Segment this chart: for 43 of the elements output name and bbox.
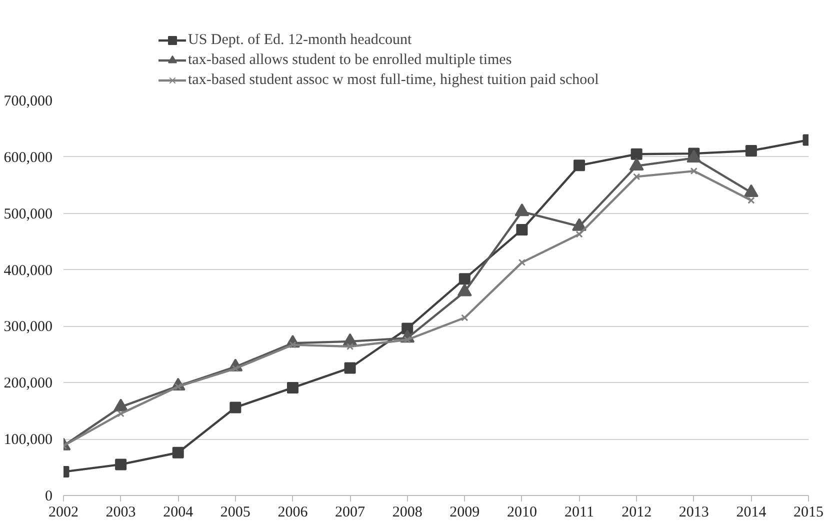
y-tick-label: 400,000: [4, 262, 52, 279]
x-tick-label: 2010: [506, 504, 537, 520]
point: [576, 230, 583, 238]
point: [748, 196, 755, 204]
point: [633, 173, 640, 180]
x-tick-label: 2015: [794, 504, 824, 520]
y-tick-label: 500,000: [4, 206, 52, 222]
point: [344, 362, 356, 374]
legend-label: US Dept. of Ed. 12-month headcount: [188, 32, 412, 48]
point: [115, 458, 127, 470]
x-tick-label: 2005: [220, 504, 250, 520]
point: [690, 167, 698, 175]
point: [346, 342, 354, 350]
y-tick-label: 100,000: [4, 432, 52, 448]
x-tick-label: 2011: [564, 504, 594, 520]
point: [516, 224, 528, 236]
point: [286, 382, 298, 394]
point: [518, 258, 526, 266]
legend-label: tax-based allows student to be enrolled multiple times: [188, 52, 512, 68]
x-tick-label: 2007: [335, 504, 366, 520]
point: [574, 160, 586, 172]
x-tick-label: 2002: [48, 504, 78, 520]
point: [630, 148, 642, 160]
point: [230, 402, 242, 414]
point: [745, 144, 757, 156]
y-tick-label: 0: [45, 488, 52, 504]
x-tick-label: 2012: [622, 504, 652, 520]
x-tick-label: 2006: [278, 504, 308, 520]
point: [458, 273, 470, 285]
y-tick-label: 700,000: [4, 94, 52, 110]
point: [117, 410, 124, 418]
legend-label: tax-based student assoc w most full-time, highest tuition paid school: [188, 72, 599, 88]
y-tick-label: 200,000: [4, 376, 52, 392]
x-tick-label: 2014: [736, 504, 767, 520]
y-tick-label: 300,000: [4, 319, 52, 336]
point: [172, 446, 184, 458]
x-tick-label: 2013: [678, 504, 709, 520]
point: [461, 314, 468, 322]
y-tick-label: 600,000: [4, 150, 52, 166]
x-tick-label: 2008: [392, 504, 422, 520]
x-tick-label: 2009: [450, 504, 480, 520]
x-tick-label: 2004: [163, 504, 194, 520]
x-tick-label: 2003: [106, 504, 136, 520]
